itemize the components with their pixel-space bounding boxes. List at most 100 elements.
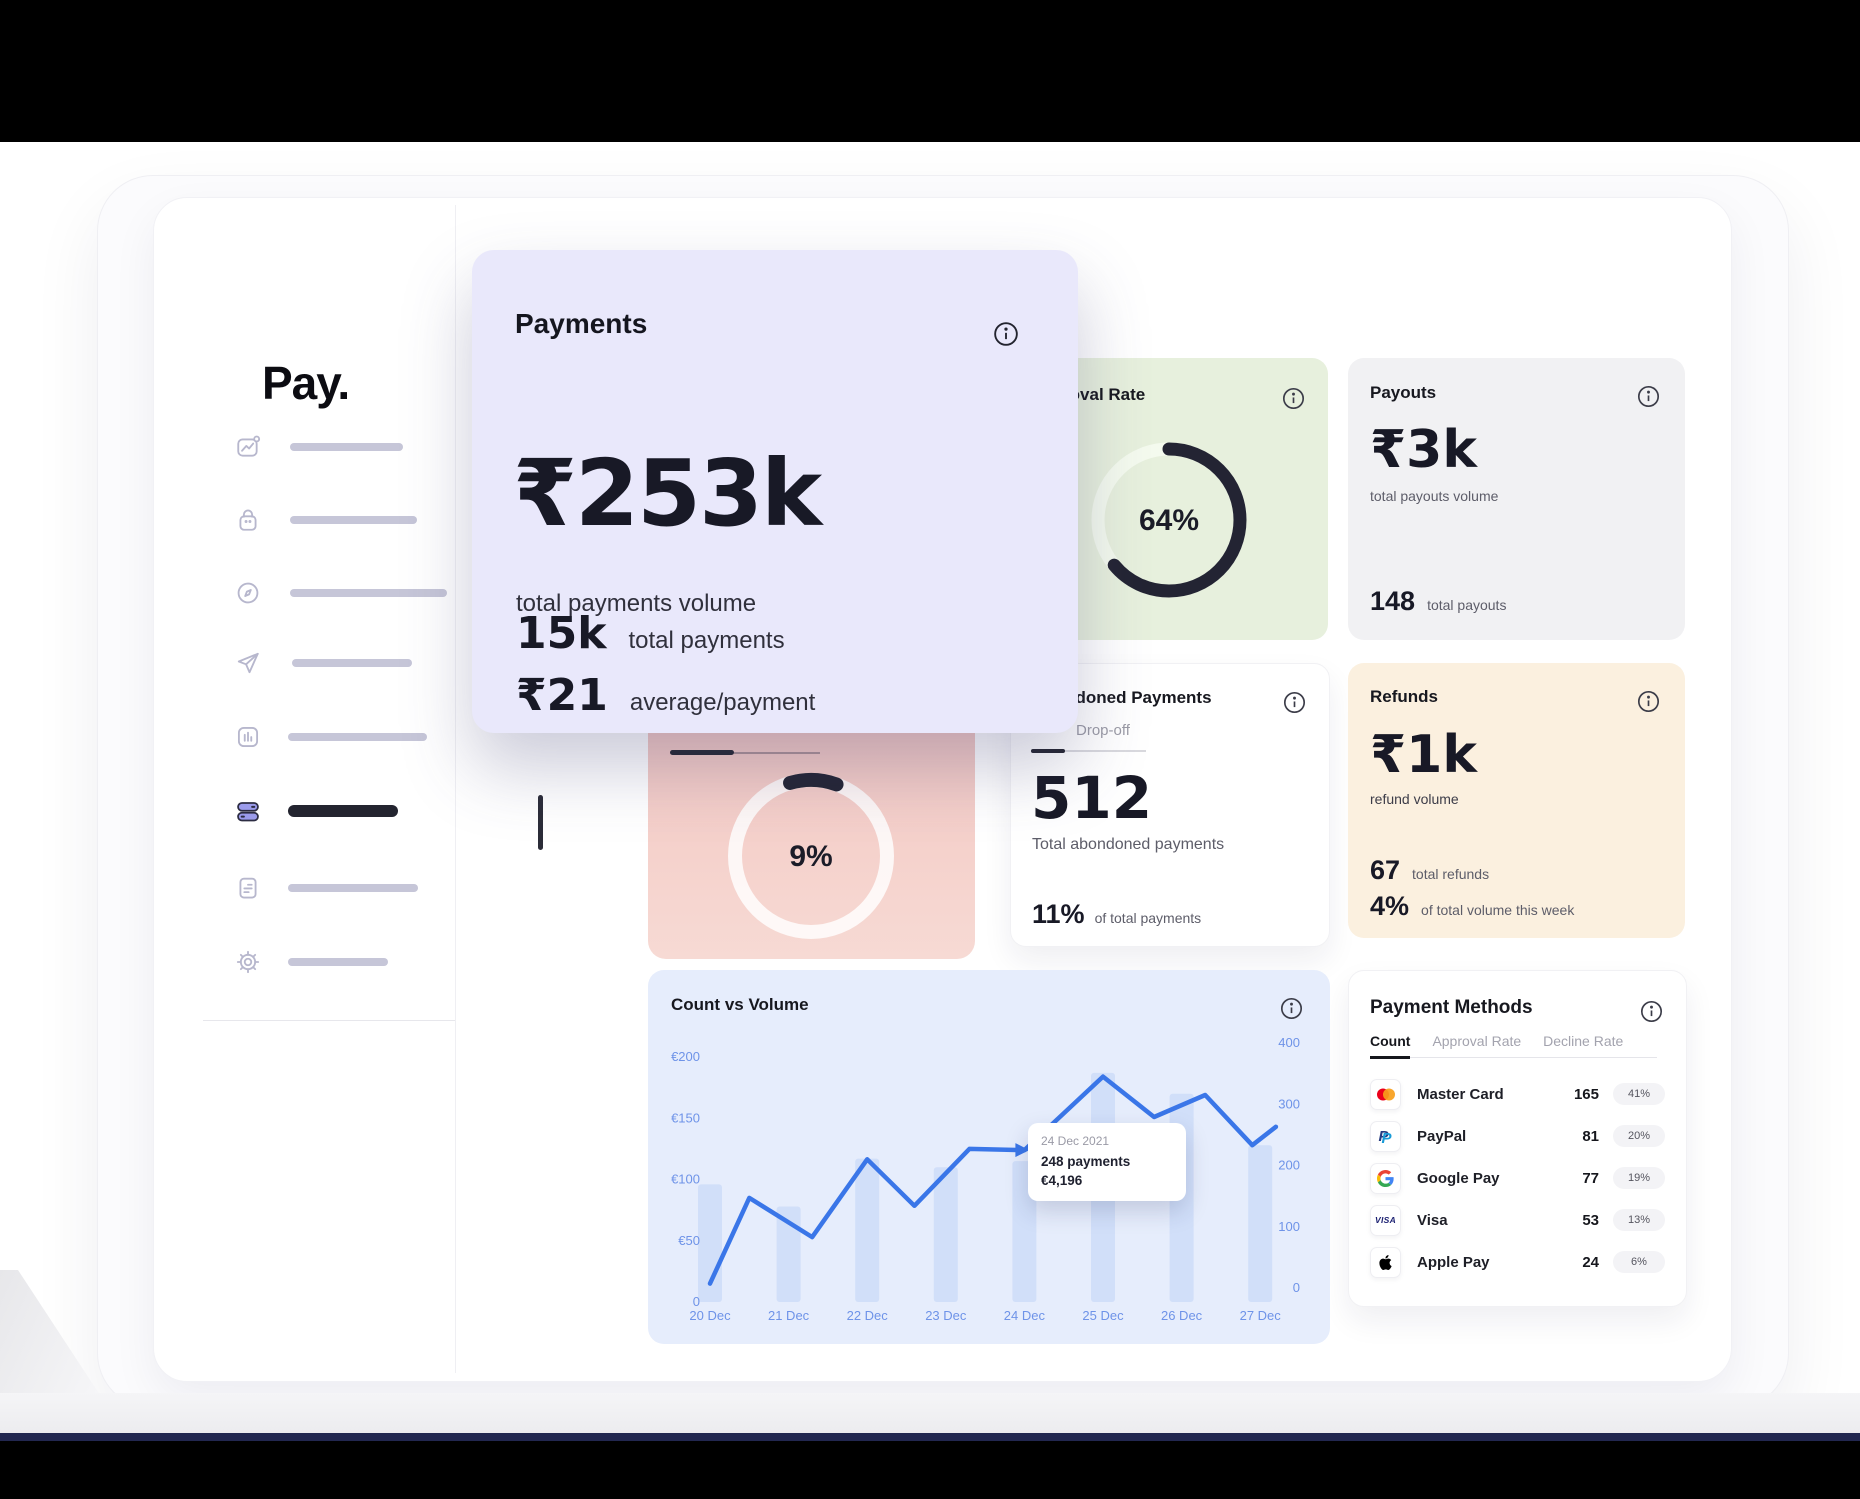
info-icon[interactable] [1281,386,1306,411]
payment-methods-card: Payment Methods Count Approval Rate Decl… [1348,970,1687,1307]
info-icon[interactable] [1279,996,1304,1021]
send-icon[interactable] [235,650,261,676]
refunds-title: Refunds [1370,687,1438,706]
laptop-base [0,1393,1860,1433]
mastercard-icon [1370,1078,1401,1110]
volume-bar [933,1167,958,1302]
left-axis-label: €200 [671,1049,700,1064]
info-icon[interactable] [1636,384,1661,409]
x-axis-label: 24 Dec [1004,1308,1046,1323]
tabs-underline-active [1370,1056,1410,1059]
right-axis-label: 300 [1278,1096,1300,1111]
method-row-googlepay[interactable]: Google Pay 77 19% [1370,1161,1665,1195]
tab-underline-active [1031,749,1065,753]
method-share-badge: 20% [1613,1125,1665,1147]
tab-underline [1031,749,1146,753]
laptop-base-edge [0,1433,1860,1441]
volume-bar [855,1158,880,1302]
refunds-percent-label: of total volume this week [1421,902,1575,918]
method-row-visa[interactable]: VISA Visa 53 13% [1370,1203,1665,1237]
method-row-applepay[interactable]: Apple Pay 24 6% [1370,1245,1665,1279]
nav-label-placeholder[interactable] [290,443,403,451]
compass-icon[interactable] [235,580,261,606]
abandoned-value: 512 [1031,764,1153,832]
laptop-base-wedge [0,1270,100,1395]
payouts-count-label: total payouts [1427,597,1507,613]
volume-bar [776,1206,801,1302]
volume-bar [1248,1145,1273,1302]
payments-title: Payments [515,308,648,339]
apple-icon [1370,1246,1401,1278]
right-axis-label: 200 [1278,1158,1300,1173]
tab-count[interactable]: Count [1370,1033,1411,1049]
tabs-underline [1370,1056,1657,1059]
nav-label-active-placeholder[interactable] [288,805,398,817]
dropoff-donut: 9% [721,766,901,946]
method-name: Master Card [1417,1085,1504,1103]
gear-icon[interactable] [235,949,261,975]
payment-methods-title: Payment Methods [1370,997,1533,1018]
tab-decline-rate[interactable]: Decline Rate [1543,1033,1624,1049]
nav-label-placeholder[interactable] [288,884,418,892]
dropoff-tab[interactable]: Drop-off [1076,722,1130,739]
google-icon [1370,1162,1401,1194]
method-name: Visa [1417,1211,1448,1229]
method-share-badge: 41% [1613,1083,1665,1105]
total-payments-value: 15k [516,608,607,659]
method-count: 24 [1582,1253,1599,1271]
info-icon[interactable] [1636,689,1661,714]
tooltip-date: 24 Dec 2021 [1041,1134,1110,1148]
app-logo: Pay. [262,357,350,409]
right-axis-label: 100 [1278,1219,1300,1234]
refunds-card: Refunds ₹1k refund volume 67 total refun… [1348,663,1685,938]
approval-donut: 64% [1089,440,1249,600]
info-icon[interactable] [1639,999,1664,1024]
approval-percent: 64% [1138,504,1200,537]
info-icon[interactable] [992,320,1020,348]
method-row-mastercard[interactable]: Master Card 165 41% [1370,1077,1665,1111]
left-axis-label: €100 [671,1172,700,1187]
method-share-badge: 13% [1613,1209,1665,1231]
method-share-badge: 6% [1613,1251,1665,1273]
payouts-card: Payouts ₹3k total payouts volume 148 tot… [1348,358,1685,640]
method-name: Apple Pay [1417,1253,1490,1271]
sidebar-divider-vertical [455,205,456,1373]
payouts-value: ₹3k [1370,420,1477,480]
bar-chart-icon[interactable] [235,724,261,750]
nav-label-placeholder[interactable] [290,589,447,597]
x-axis-label: 27 Dec [1240,1308,1282,1323]
tab-approval-rate[interactable]: Approval Rate [1432,1033,1522,1049]
left-axis-label: 0 [693,1294,700,1309]
chart-marker [1015,1143,1030,1158]
progress-bar-light [734,752,820,754]
tooltip-payments: 248 payments [1041,1154,1131,1169]
abandoned-percent: 11% [1032,899,1085,929]
dropoff-percent: 9% [789,840,833,873]
left-axis-label: €150 [671,1110,700,1125]
payments-active-icon[interactable] [235,798,261,824]
abandoned-caption: Total abondoned payments [1032,836,1225,853]
document-icon[interactable] [235,875,261,901]
payments-count-line [707,1074,1279,1286]
x-axis-label: 23 Dec [925,1308,967,1323]
method-name: PayPal [1417,1127,1467,1145]
nav-label-placeholder[interactable] [288,733,427,741]
bottom-black-band [0,1441,1860,1499]
analytics-icon[interactable] [235,434,261,460]
payments-volume-caption: total payments volume [516,590,757,617]
nav-label-placeholder[interactable] [288,958,388,966]
x-axis-label: 22 Dec [847,1308,889,1323]
scrollbar-thumb[interactable] [538,795,543,850]
method-count: 165 [1573,1085,1599,1103]
nav-label-placeholder[interactable] [292,659,412,667]
info-icon[interactable] [1282,690,1307,715]
x-axis-label: 20 Dec [689,1308,731,1323]
payments-total-volume: ₹253k [513,440,822,547]
shopping-bag-icon[interactable] [235,507,261,533]
right-axis-label: 0 [1293,1280,1300,1295]
nav-label-placeholder[interactable] [290,516,417,524]
